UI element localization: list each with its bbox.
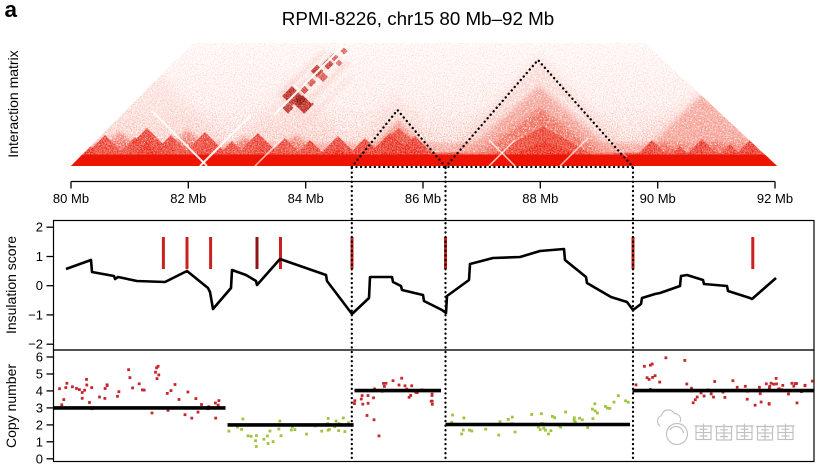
svg-text:5: 5 (36, 367, 43, 382)
svg-text:90 Mb: 90 Mb (640, 191, 676, 206)
svg-text:3: 3 (36, 400, 43, 415)
svg-text:2: 2 (36, 220, 43, 235)
svg-text:Interaction matrix: Interaction matrix (5, 50, 21, 157)
svg-text:Copy number: Copy number (3, 364, 19, 448)
svg-text:6: 6 (36, 350, 43, 365)
svg-text:1: 1 (36, 249, 43, 264)
svg-text:1: 1 (36, 434, 43, 449)
svg-text:4: 4 (36, 383, 43, 398)
svg-text:RPMI-8226, chr15 80 Mb–92 Mb: RPMI-8226, chr15 80 Mb–92 Mb (282, 8, 554, 29)
svg-text:Insulation score: Insulation score (3, 236, 19, 334)
svg-text:82 Mb: 82 Mb (170, 191, 206, 206)
svg-text:84 Mb: 84 Mb (288, 191, 324, 206)
svg-text:−2: −2 (28, 337, 43, 352)
svg-text:2: 2 (36, 417, 43, 432)
svg-text:86 Mb: 86 Mb (405, 191, 441, 206)
svg-text:80 Mb: 80 Mb (53, 191, 89, 206)
svg-text:0: 0 (36, 451, 43, 466)
svg-text:92 Mb: 92 Mb (757, 191, 793, 206)
svg-text:a: a (5, 0, 18, 22)
svg-text:−1: −1 (28, 307, 43, 322)
svg-text:88 Mb: 88 Mb (522, 191, 558, 206)
svg-text:0: 0 (36, 278, 43, 293)
